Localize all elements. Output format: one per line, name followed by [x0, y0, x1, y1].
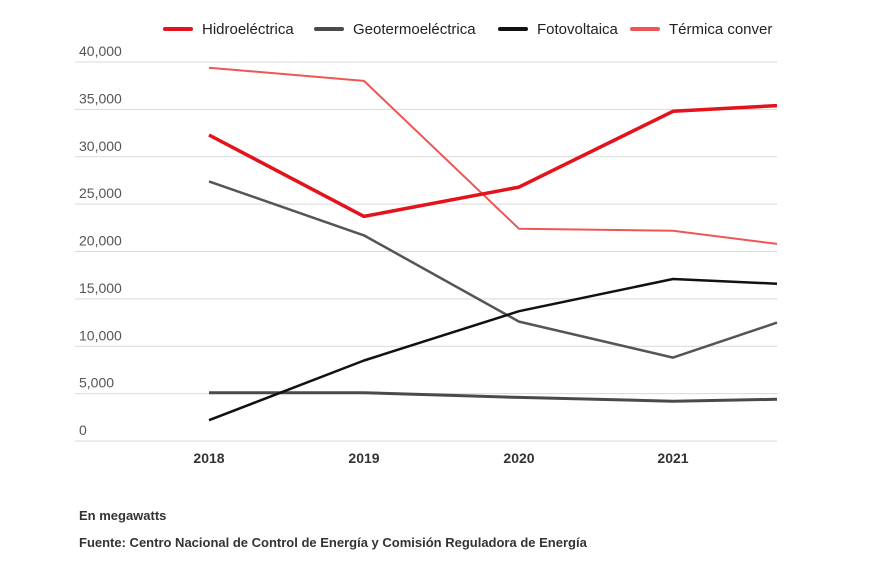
series-line-unnamed: [208, 180, 778, 359]
legend-label: Geotermoeléctrica: [353, 21, 476, 38]
y-tick-label: 25,000: [79, 185, 122, 201]
y-tick-label: 10,000: [79, 327, 122, 343]
y-axis-tick-labels: 0 5,000 10,000 15,000 20,000 25,000 30,000 35,0…: [79, 43, 122, 438]
x-tick-label: 2018: [193, 450, 224, 466]
chart-gridlines: [75, 61, 777, 442]
y-tick-label: 5,000: [79, 375, 114, 391]
source-note: Fuente: Centro Nacional de Control de En…: [79, 535, 587, 550]
x-tick-label: 2019: [348, 450, 379, 466]
y-tick-label: 30,000: [79, 138, 122, 154]
line-chart: Hidroeléctrica Geotermoeléctrica Fotovolta…: [75, 21, 778, 466]
series-line-t-rmica-conver: [208, 66, 778, 245]
legend-label: Térmica conver: [669, 21, 772, 38]
legend-label: Fotovoltaica: [537, 21, 619, 38]
unit-note: En megawatts: [79, 508, 167, 523]
x-axis-tick-labels: 2018 2019 2020 2021: [193, 450, 688, 466]
y-tick-label: 15,000: [79, 280, 122, 296]
y-tick-label: 35,000: [79, 90, 122, 106]
x-tick-label: 2021: [657, 450, 688, 466]
series-line-geotermoel-ctrica: [209, 391, 778, 403]
y-tick-label: 20,000: [79, 233, 122, 249]
chart-legend: Hidroeléctrica Geotermoeléctrica Fotovolta…: [163, 21, 772, 38]
legend-label: Hidroeléctrica: [202, 21, 294, 38]
series-line-fotovoltaica: [208, 277, 778, 422]
chart-series-lines: [208, 66, 778, 422]
y-tick-label: 0: [79, 422, 87, 438]
y-tick-label: 40,000: [79, 43, 122, 59]
series-line-hidroel-ctrica: [208, 103, 778, 219]
x-tick-label: 2020: [503, 450, 534, 466]
